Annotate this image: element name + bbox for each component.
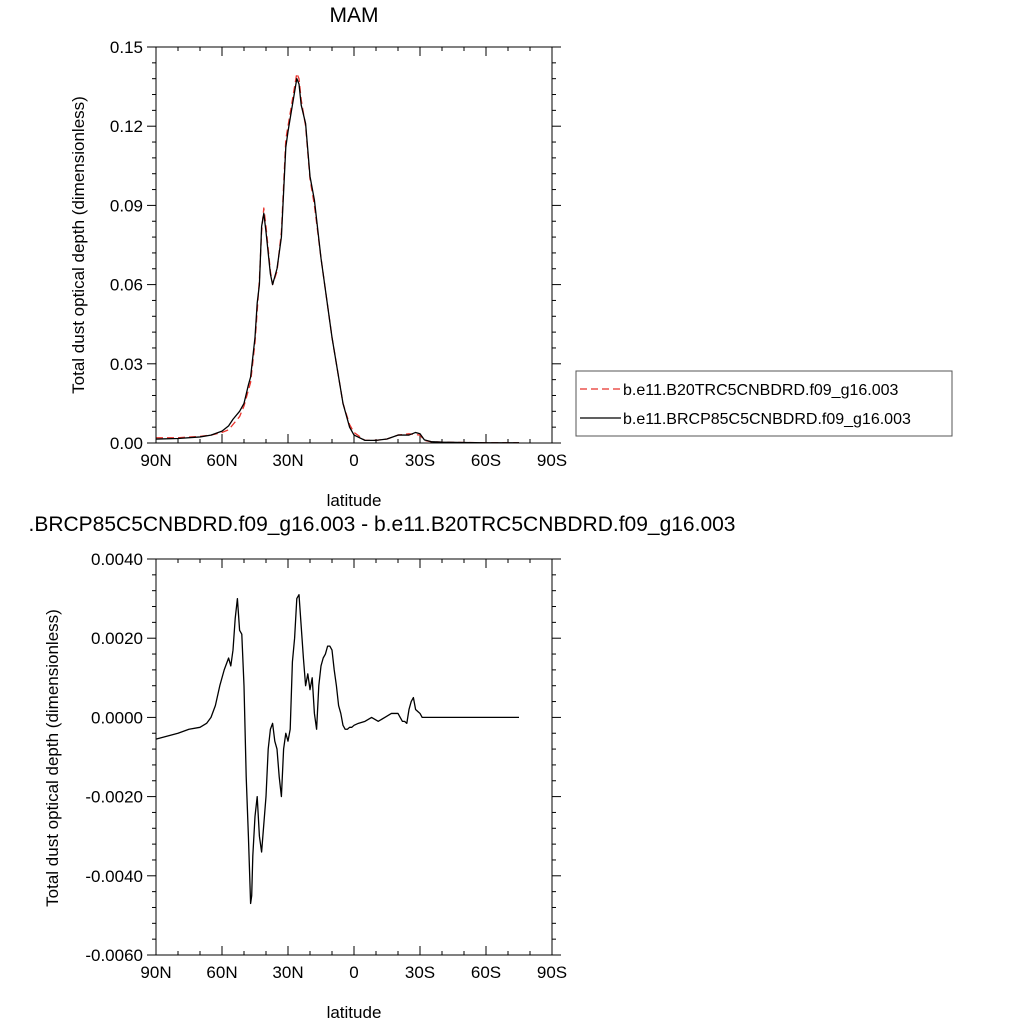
legend-label-series-2: b.e11.BRCP85C5CNBDRD.f09_g16.003 bbox=[623, 411, 911, 428]
bottom-x-tick-label: 60N bbox=[206, 963, 237, 982]
bottom-x-tick-label: 60S bbox=[471, 963, 501, 982]
top-tick-labels: 90N 60N 30N 0 30S 60S 90S 0.00 0.03 0.06 0.09 0.12 0… bbox=[110, 38, 567, 470]
legend: b.e11.B20TRC5CNBDRD.f09_g16.003 b.e11.BR… bbox=[575, 370, 953, 437]
bottom-y-tick-label: 0.0020 bbox=[91, 629, 143, 648]
bottom-y-tick-label: -0.0040 bbox=[85, 867, 143, 886]
bottom-plot-frame bbox=[155, 558, 553, 956]
top-y-tick-label: 0.00 bbox=[110, 434, 143, 453]
bottom-x-tick-label: 0 bbox=[349, 963, 358, 982]
bottom-x-tick-label: 90S bbox=[537, 963, 567, 982]
bottom-y-axis-label: Total dust optical depth (dimensionless) bbox=[43, 609, 62, 907]
top-x-tick-label: 30S bbox=[405, 451, 435, 470]
top-x-tick-label: 60N bbox=[206, 451, 237, 470]
top-y-tick-label: 0.15 bbox=[110, 38, 143, 57]
top-axis-ticks bbox=[147, 46, 561, 444]
top-x-tick-label: 90S bbox=[537, 451, 567, 470]
top-y-axis-label: Total dust optical depth (dimensionless) bbox=[69, 96, 88, 394]
top-x-tick-label: 0 bbox=[349, 451, 358, 470]
bottom-y-tick-label: 0.0000 bbox=[91, 708, 143, 727]
bottom-series-lines bbox=[155, 593, 519, 905]
top-series-line-2 bbox=[155, 78, 519, 444]
bottom-chart-title: .BRCP85C5CNBDRD.f09_g16.003 - b.e11.B20T… bbox=[29, 513, 736, 536]
bottom-y-tick-label: 0.0040 bbox=[91, 550, 143, 569]
top-y-tick-label: 0.03 bbox=[110, 355, 143, 374]
top-y-tick-label: 0.06 bbox=[110, 276, 143, 295]
bottom-axis-ticks bbox=[147, 558, 561, 956]
legend-label-series-1: b.e11.B20TRC5CNBDRD.f09_g16.003 bbox=[623, 382, 899, 399]
bottom-y-tick-label: -0.0060 bbox=[85, 946, 143, 965]
top-x-tick-label: 90N bbox=[140, 451, 171, 470]
bottom-x-axis-label: latitude bbox=[327, 1003, 382, 1022]
top-x-tick-label: 30N bbox=[272, 451, 303, 470]
bottom-tick-labels: 90N 60N 30N 0 30S 60S 90S -0.0060 -0.0040 -0.0020… bbox=[85, 550, 567, 982]
bottom-x-tick-label: 30N bbox=[272, 963, 303, 982]
top-plot-frame bbox=[155, 46, 553, 444]
bottom-panel: .BRCP85C5CNBDRD.f09_g16.003 - b.e11.B20T… bbox=[29, 513, 736, 1022]
top-chart-title: MAM bbox=[330, 4, 379, 27]
legend-box bbox=[575, 370, 953, 437]
top-series-lines bbox=[155, 72, 519, 444]
bottom-series-line-1 bbox=[155, 593, 519, 905]
bottom-x-tick-label: 30S bbox=[405, 963, 435, 982]
top-y-tick-label: 0.09 bbox=[110, 196, 143, 215]
top-y-tick-label: 0.12 bbox=[110, 117, 143, 136]
top-x-tick-label: 60S bbox=[471, 451, 501, 470]
top-x-axis-label: latitude bbox=[327, 491, 382, 510]
top-series-line-1 bbox=[156, 72, 519, 444]
top-panel: MAM latitude Total dust optical depth (d… bbox=[69, 4, 567, 510]
bottom-y-tick-label: -0.0020 bbox=[85, 788, 143, 807]
bottom-x-tick-label: 90N bbox=[140, 963, 171, 982]
